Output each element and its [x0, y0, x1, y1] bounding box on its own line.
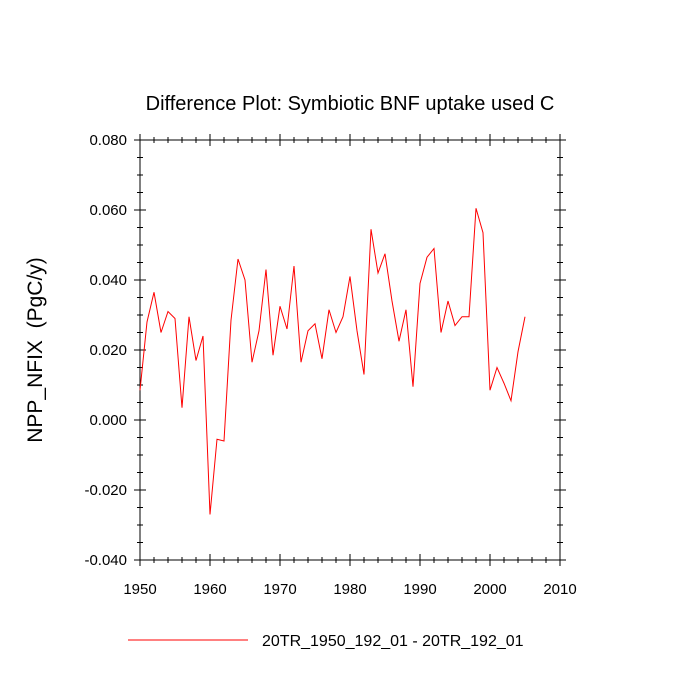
legend-label: 20TR_1950_192_01 - 20TR_192_01 [262, 633, 524, 650]
x-tick-label: 2010 [543, 581, 576, 598]
x-tick-label: 1980 [333, 581, 366, 598]
y-tick-label: -0.020 [84, 482, 127, 499]
y-tick-label: 0.020 [89, 342, 127, 359]
x-tick-label: 1950 [123, 581, 156, 598]
y-tick-label: 0.080 [89, 132, 127, 149]
x-tick-label: 1970 [263, 581, 296, 598]
x-tick-labels: 1950 1960 1970 1980 1990 2000 2010 [123, 581, 576, 598]
y-tick-label: -0.040 [84, 552, 127, 569]
chart-title: Difference Plot: Symbiotic BNF uptake us… [146, 93, 555, 115]
y-axis-label: NPP_NFIX (PgC/y) [24, 257, 47, 443]
x-tick-label: 1960 [193, 581, 226, 598]
x-tick-label: 2000 [473, 581, 506, 598]
y-tick-label: 0.040 [89, 272, 127, 289]
x-tick-label: 1990 [403, 581, 436, 598]
legend: 20TR_1950_192_01 - 20TR_192_01 [128, 633, 524, 650]
minor-ticks [137, 137, 563, 563]
y-tick-label: 0.000 [89, 412, 127, 429]
y-tick-labels: -0.040 -0.020 0.000 0.020 0.040 0.060 0.080 [84, 132, 127, 569]
y-tick-label: 0.060 [89, 202, 127, 219]
series-line [139, 208, 526, 515]
plot-frame [139, 139, 561, 561]
major-ticks [134, 134, 566, 566]
data-points [140, 208, 525, 514]
